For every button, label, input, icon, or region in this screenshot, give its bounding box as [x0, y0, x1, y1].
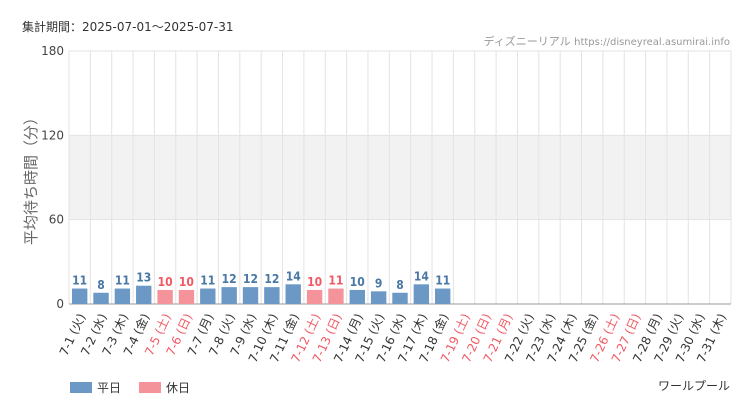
bar-value-label: 9	[375, 276, 383, 290]
bar	[392, 292, 408, 304]
legend-label-holiday: 休日	[166, 381, 191, 395]
bar-value-label: 10	[179, 275, 194, 289]
bar-value-label: 11	[328, 274, 343, 288]
legend-swatch-holiday	[139, 382, 162, 393]
bar	[71, 288, 88, 304]
bar	[221, 287, 237, 304]
bar-value-label: 10	[350, 275, 365, 289]
bar-value-label: 11	[72, 274, 87, 288]
legend-swatch-weekday	[70, 382, 92, 393]
bar	[93, 292, 109, 304]
bar	[413, 284, 430, 304]
bar	[136, 285, 152, 304]
bar-value-label: 12	[222, 272, 237, 286]
y-tick-label: 60	[49, 213, 64, 227]
bar-value-label: 12	[264, 272, 279, 286]
attraction-name: ワールプール	[657, 379, 730, 393]
legend-item-holiday: 休日	[139, 379, 190, 396]
bar	[114, 288, 131, 304]
y-tick-label: 0	[56, 297, 64, 311]
bar-value-label: 11	[115, 274, 130, 288]
bar-value-label: 8	[97, 278, 105, 292]
bar	[285, 284, 301, 304]
bar-value-label: 14	[414, 269, 430, 283]
site-name: ディズニーリアル	[483, 35, 571, 48]
legend-item-weekday: 平日	[70, 379, 121, 396]
bar	[435, 288, 451, 304]
chart-legend: 平日 休日	[70, 379, 208, 396]
bar-value-label: 12	[243, 272, 258, 286]
shaded-band	[69, 135, 731, 220]
bar-value-label: 13	[136, 271, 151, 285]
y-axis-title: 平均待ち時間（分）	[22, 110, 40, 245]
bar	[200, 288, 216, 304]
bar	[242, 287, 259, 304]
bar	[178, 289, 195, 304]
bar-value-label: 11	[435, 274, 450, 288]
legend-label-weekday: 平日	[97, 381, 122, 395]
aggregation-period: 集計期間：2025-07-01～2025-07-31	[22, 20, 234, 34]
bar-value-label: 10	[307, 275, 322, 289]
bar-value-label: 11	[200, 274, 215, 288]
bar-value-label: 10	[158, 275, 173, 289]
bar	[157, 289, 173, 304]
bar-value-label: 8	[396, 278, 404, 292]
bar	[370, 291, 387, 304]
bar	[306, 289, 323, 304]
site-url: https://disneyreal.asumirai.info	[574, 37, 730, 48]
site-credit: ディズニーリアル https://disneyreal.asumirai.inf…	[484, 33, 731, 49]
y-tick-label: 180	[41, 44, 64, 58]
bar	[264, 287, 280, 304]
bar-value-label: 14	[286, 269, 302, 283]
bar	[328, 288, 344, 304]
y-tick-label: 120	[41, 128, 64, 142]
bar	[349, 289, 365, 304]
